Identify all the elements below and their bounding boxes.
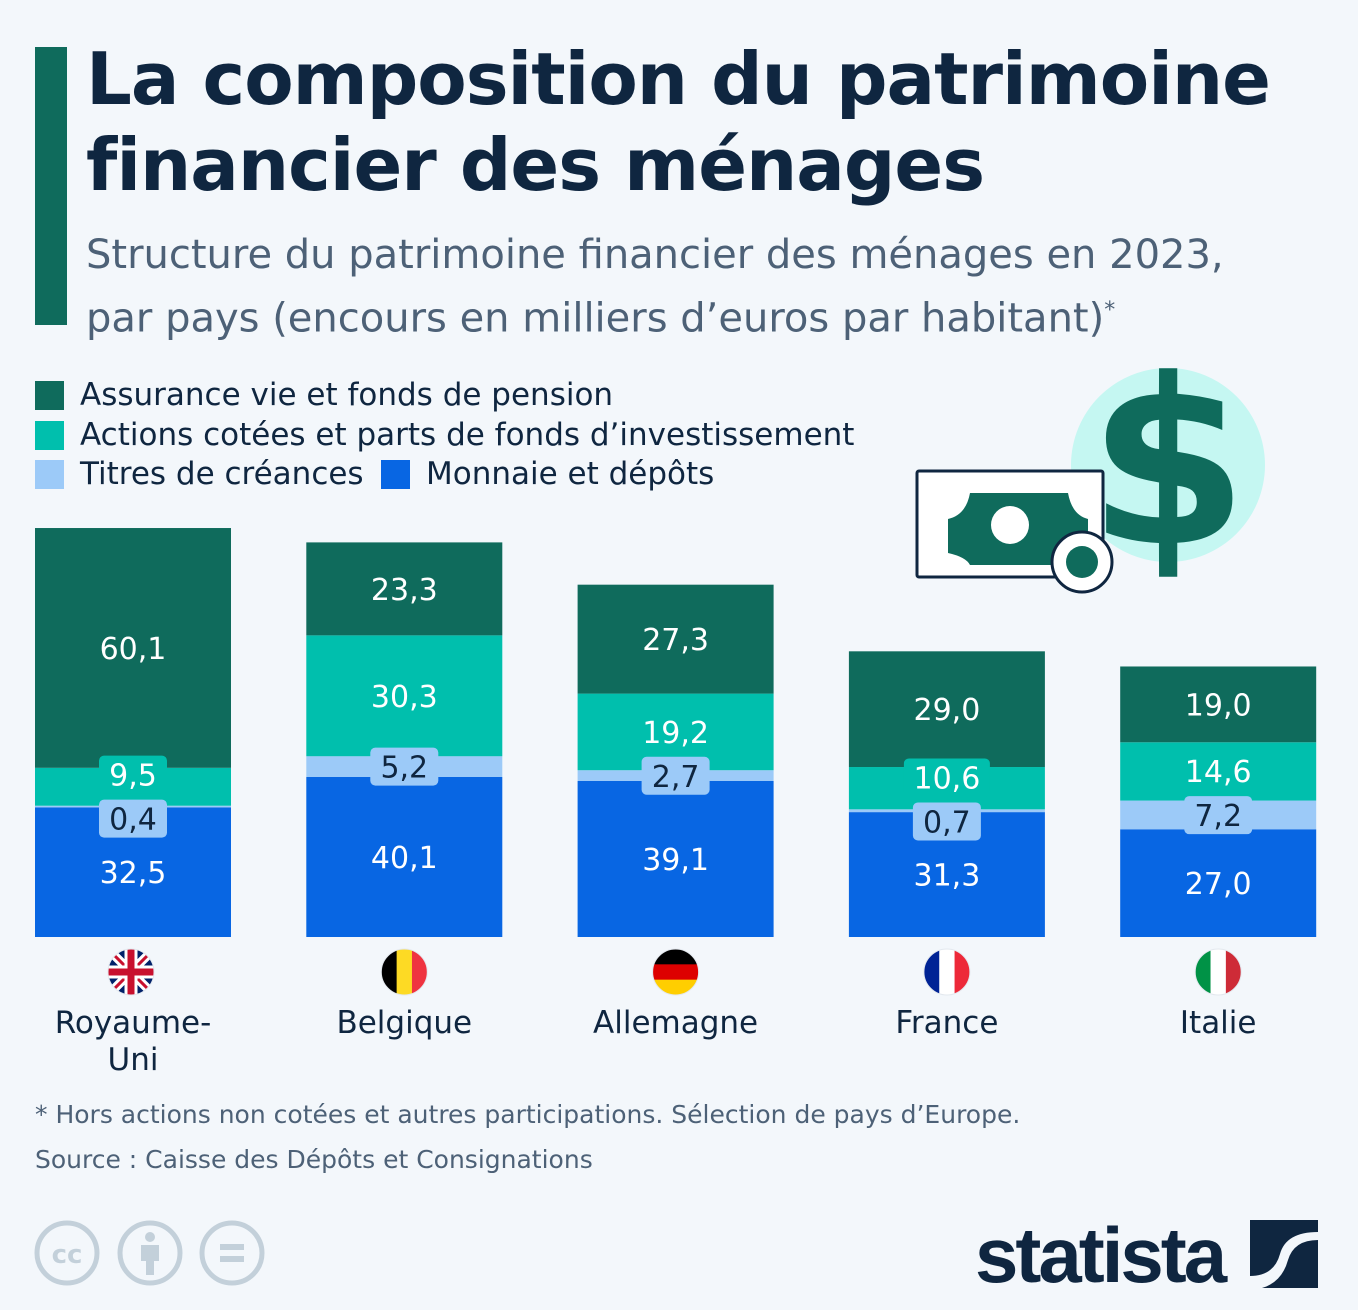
- legend-item-monnaie: Monnaie et dépôts: [381, 456, 714, 492]
- attribution-icon: [117, 1220, 183, 1286]
- value-badge: [99, 755, 167, 794]
- bar-segment: [35, 528, 231, 768]
- italy-flag-icon: [1194, 948, 1242, 996]
- value-badge: [370, 747, 439, 786]
- bar-segment: [577, 780, 774, 937]
- bar-segment: [1120, 742, 1317, 801]
- value-label: 0,4: [109, 803, 157, 838]
- bar-segment: [306, 777, 503, 937]
- country-label: Allemagne: [593, 1005, 759, 1041]
- value-label: 19,2: [642, 716, 709, 751]
- page-title: La composition du patrimoine financier de…: [86, 37, 1271, 207]
- uk-flag-icon: [107, 948, 155, 996]
- dollar-icon: $: [1088, 365, 1248, 598]
- belgium-flag-icon: [380, 948, 428, 996]
- country-label: Italie: [1179, 1005, 1257, 1041]
- value-label: 30,3: [371, 680, 438, 715]
- germany-flag-icon: [652, 948, 700, 996]
- value-label: 19,0: [1185, 688, 1252, 723]
- no-derivatives-icon: [199, 1220, 265, 1286]
- value-label: 2,7: [652, 760, 700, 795]
- statista-logo[interactable]: statista: [975, 1211, 1227, 1299]
- legend-item-assurance: Assurance vie et fonds de pension: [35, 377, 613, 413]
- value-badge: [1184, 796, 1253, 835]
- value-label: 9,5: [109, 759, 157, 794]
- value-badge: [903, 758, 990, 797]
- value-label: 32,5: [100, 856, 167, 891]
- value-label: 23,3: [371, 573, 438, 608]
- value-label: 10,6: [914, 761, 981, 796]
- france-flag-icon: [923, 948, 971, 996]
- value-label: 29,0: [914, 693, 981, 728]
- value-label: 27,0: [1185, 867, 1252, 902]
- value-label: 60,1: [100, 632, 167, 667]
- bar-segment: [1120, 829, 1317, 937]
- legend-item-titres: Titres de créances: [35, 456, 364, 492]
- value-label: 39,1: [642, 843, 709, 878]
- source: Source : Caisse des Dépôts et Consignati…: [35, 1145, 593, 1174]
- value-label: 31,3: [914, 859, 981, 894]
- footnote: * Hors actions non cotées et autres part…: [35, 1100, 1021, 1129]
- value-badge: [99, 799, 167, 838]
- country-label: Belgique: [336, 1005, 473, 1041]
- bar-segment: [848, 651, 1045, 768]
- title-accent-bar: [35, 47, 67, 325]
- country-label: Royaume- Uni: [54, 1005, 212, 1078]
- cc-icon: [34, 1220, 100, 1286]
- value-label: 5,2: [380, 751, 428, 786]
- value-label: 14,6: [1185, 755, 1252, 790]
- country-label: France: [895, 1005, 999, 1041]
- bar-segment: [577, 584, 774, 694]
- bar-segment: [306, 635, 503, 757]
- statista-logo-mark: [1250, 1220, 1318, 1288]
- subtitle: Structure du patrimoine financier des mé…: [86, 232, 1224, 342]
- money-illustration: $: [915, 365, 1265, 598]
- license-icons[interactable]: cc: [33, 1219, 273, 1289]
- bar-segment: [1120, 666, 1317, 743]
- bar-segment: [306, 542, 503, 636]
- value-label: 40,1: [371, 841, 438, 876]
- legend-item-actions: Actions cotées et parts de fonds d’inves…: [35, 417, 854, 453]
- value-label: 27,3: [642, 623, 709, 658]
- value-label: 0,7: [923, 805, 971, 840]
- svg-text:cc: cc: [52, 1240, 83, 1270]
- value-label: 7,2: [1194, 799, 1242, 834]
- value-badge: [641, 756, 710, 795]
- dollar-circle: [1071, 368, 1265, 562]
- value-badge: [912, 802, 981, 841]
